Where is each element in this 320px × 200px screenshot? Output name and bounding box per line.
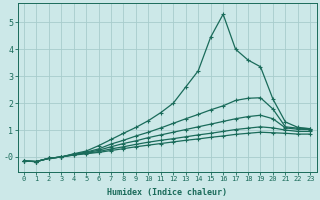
X-axis label: Humidex (Indice chaleur): Humidex (Indice chaleur) bbox=[107, 188, 227, 197]
